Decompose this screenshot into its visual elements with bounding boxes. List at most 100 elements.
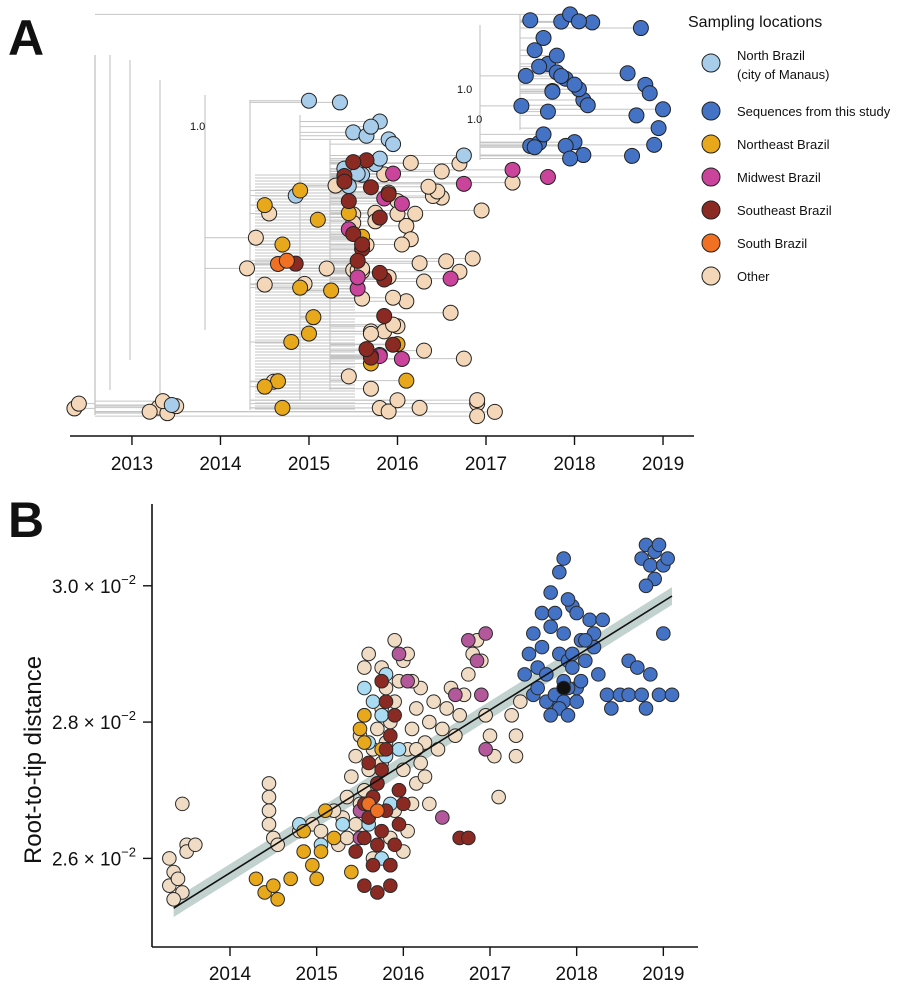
scatter-point	[422, 796, 437, 812]
tree-tip	[624, 147, 641, 164]
scatter-point	[352, 721, 368, 737]
tree-tip	[469, 392, 486, 409]
tree-tip	[411, 399, 428, 416]
scatter-point	[651, 537, 667, 553]
legend-label: South Brazil	[737, 236, 807, 251]
tree-tip	[513, 97, 530, 114]
scatter-point	[383, 857, 398, 873]
scatter-point	[638, 578, 654, 594]
scatter-point	[357, 830, 372, 846]
scatter-point	[482, 728, 498, 744]
tree-tip	[584, 14, 601, 31]
scatter-point	[391, 742, 407, 757]
scatter-point	[261, 803, 277, 818]
legend-swatch-study	[701, 101, 721, 121]
tree-tip	[526, 139, 543, 156]
tree-tip	[274, 236, 291, 253]
scatter-point	[309, 871, 324, 887]
tree-tip	[318, 260, 335, 277]
scatter-point	[374, 707, 389, 723]
scatter-point	[370, 721, 385, 737]
scatter-point	[348, 844, 363, 859]
scatter-point	[357, 680, 372, 696]
tree-tip	[579, 97, 596, 114]
scatter-point	[391, 817, 407, 832]
scatter-point	[162, 851, 177, 866]
tree-tip	[292, 182, 309, 199]
x-tick-label: 2017	[465, 454, 507, 475]
tree-tip	[531, 58, 548, 75]
tree-tip	[354, 236, 371, 253]
scatter-point	[361, 755, 376, 771]
scatter-point	[387, 837, 402, 853]
scatter-point	[664, 687, 680, 703]
scatter-point	[560, 707, 576, 723]
scatter-point	[573, 673, 589, 689]
legend-swatch-other	[701, 266, 721, 286]
tree-tip	[632, 20, 649, 37]
x-tick-label: 2017	[469, 964, 511, 985]
scatter-point	[318, 803, 333, 818]
tree-tip	[345, 124, 362, 141]
scatter-point	[170, 871, 186, 887]
legend-swatch-southeast	[701, 200, 721, 220]
scatter-point	[582, 612, 597, 628]
tree-tip	[628, 107, 645, 124]
scatter-point	[569, 605, 584, 621]
x-ticks-a: 2013 2014 2015 2016 2017 2018 2019	[111, 436, 684, 475]
scatter-point	[634, 687, 649, 703]
scatter-point	[270, 891, 285, 907]
tree-tip	[566, 76, 583, 93]
tree-tip	[305, 309, 322, 326]
y-tick-label: 3.0 × 10−2	[52, 572, 136, 598]
tree-tip	[340, 193, 357, 210]
scatter-point	[439, 701, 454, 716]
legend-item-midwest: Midwest Brazil	[701, 167, 821, 187]
scatter-point	[326, 830, 342, 846]
tree-tip	[274, 399, 291, 416]
tree-tip	[570, 13, 587, 30]
tree-tip	[371, 264, 388, 281]
legend-item-southeast: Southeast Brazil	[701, 200, 832, 220]
tree-tip	[70, 395, 87, 412]
scatter-point	[339, 789, 355, 805]
x-tick-label: 2013	[111, 454, 153, 475]
tree-tip	[650, 120, 667, 137]
scatter-point	[339, 830, 355, 846]
legend-item-study: Sequences from this study	[701, 101, 891, 121]
scatter-point	[387, 707, 402, 723]
scatter-point	[370, 803, 385, 818]
scatter-point	[357, 878, 372, 893]
scatter-point	[404, 721, 420, 737]
scatter-point	[556, 680, 571, 696]
legend-swatch-south	[701, 233, 721, 253]
x-tick-label: 2016	[382, 964, 424, 985]
scatter-point	[413, 755, 428, 771]
scatter-point	[552, 564, 567, 580]
legend: Sampling locations North Brazil (city of…	[688, 14, 891, 286]
scatter-point	[283, 871, 298, 887]
tree-tip	[389, 392, 406, 409]
tree-tip	[239, 260, 256, 277]
scatter-point	[378, 694, 394, 709]
x-tick-label: 2019	[642, 454, 684, 475]
tree-tip	[380, 186, 397, 203]
scatter-point	[452, 707, 467, 723]
tree-tip	[416, 342, 433, 359]
legend-item-northeast: Northeast Brazil	[701, 134, 830, 154]
tree-tip	[331, 94, 348, 111]
tree-tip	[433, 163, 450, 180]
panel-b-label: B	[8, 492, 44, 548]
tree-tip	[526, 42, 543, 59]
scatter-point	[651, 687, 667, 703]
tree-tip	[486, 403, 503, 420]
legend-item-south: South Brazil	[701, 233, 807, 253]
legend-label: Other	[737, 269, 770, 284]
tree-tip	[522, 12, 539, 29]
tree-tip	[473, 202, 490, 219]
legend-label: Southeast Brazil	[737, 203, 832, 218]
scatter-point	[504, 707, 519, 723]
tree-tip	[420, 178, 437, 195]
legend-label: (city of Manaus)	[737, 67, 829, 82]
